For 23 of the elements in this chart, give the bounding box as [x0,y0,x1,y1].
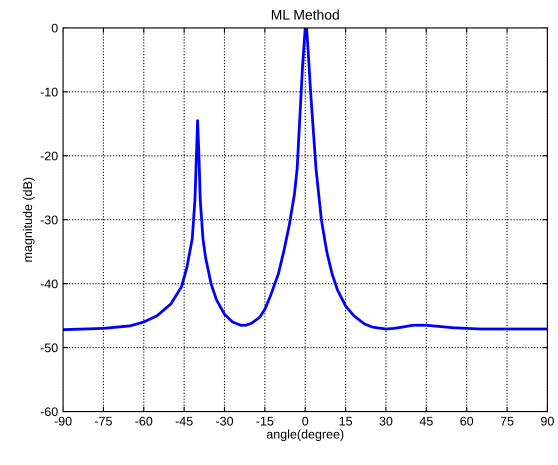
y-tick-label: -40 [40,279,58,288]
x-tick-label: -90 [54,416,72,426]
x-tick-label: -45 [176,416,193,426]
x-tick-label: -15 [256,416,274,426]
y-axis-title: magnitude (dB) [22,178,35,262]
x-tick-label: -30 [216,416,234,426]
x-axis-title: angle(degree) [266,429,344,442]
y-tick-label: -10 [40,88,58,96]
y-tick-label: -60 [40,407,58,416]
y-tick-label: 0 [52,24,58,33]
x-tick-label: 90 [541,416,554,426]
y-tick-label: -50 [40,343,58,352]
x-tick-label: 45 [420,416,433,426]
chart-title: ML Method [272,10,339,20]
x-tick-label: -60 [135,416,152,426]
x-tick-label: 60 [460,416,474,426]
y-tick-label: -30 [40,216,58,224]
x-tick-label: 0 [302,416,308,426]
x-tick-label: 75 [500,416,514,426]
x-tick-label: -75 [94,416,112,426]
y-tick-label: -20 [40,152,58,160]
x-tick-label: 30 [379,416,392,426]
x-tick-label: 15 [340,416,352,426]
